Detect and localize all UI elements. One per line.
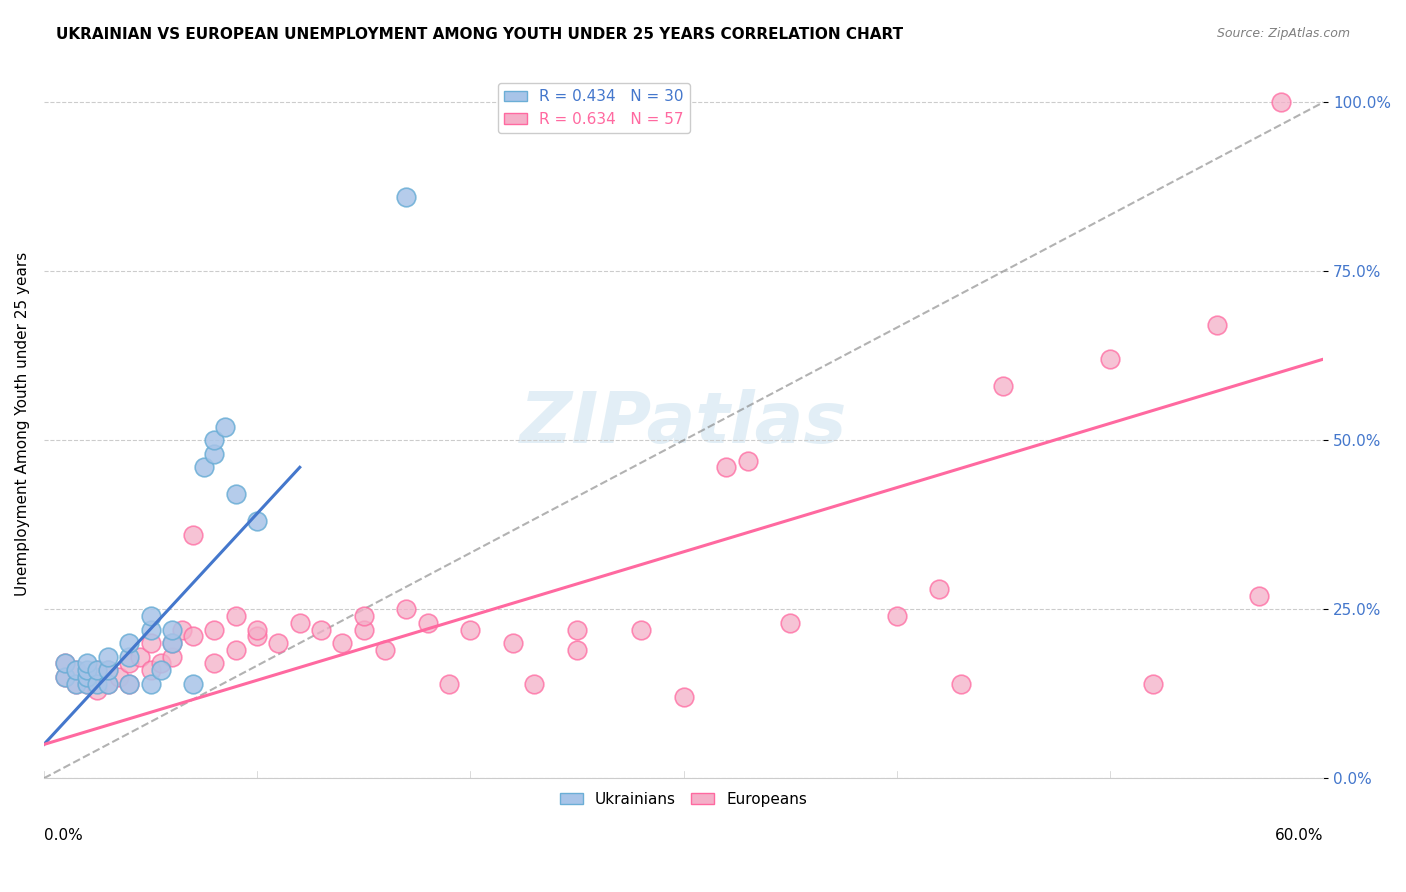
- Point: [523, 676, 546, 690]
- Point: [1099, 352, 1122, 367]
- Point: [332, 636, 354, 650]
- Point: [128, 649, 150, 664]
- Point: [160, 623, 183, 637]
- Legend: Ukrainians, Europeans: Ukrainians, Europeans: [554, 786, 814, 814]
- Point: [395, 190, 418, 204]
- Point: [76, 676, 98, 690]
- Point: [246, 515, 269, 529]
- Point: [118, 657, 141, 671]
- Point: [76, 663, 98, 677]
- Point: [65, 676, 87, 690]
- Point: [53, 657, 76, 671]
- Point: [97, 676, 120, 690]
- Point: [1142, 676, 1164, 690]
- Point: [437, 676, 460, 690]
- Point: [949, 676, 972, 690]
- Point: [214, 419, 236, 434]
- Y-axis label: Unemployment Among Youth under 25 years: Unemployment Among Youth under 25 years: [15, 252, 30, 596]
- Point: [353, 623, 375, 637]
- Point: [150, 657, 173, 671]
- Point: [172, 623, 194, 637]
- Point: [53, 657, 76, 671]
- Point: [395, 602, 418, 616]
- Point: [76, 670, 98, 684]
- Point: [150, 663, 173, 677]
- Point: [565, 623, 588, 637]
- Point: [716, 460, 738, 475]
- Point: [86, 683, 108, 698]
- Point: [97, 663, 120, 677]
- Text: UKRAINIAN VS EUROPEAN UNEMPLOYMENT AMONG YOUTH UNDER 25 YEARS CORRELATION CHART: UKRAINIAN VS EUROPEAN UNEMPLOYMENT AMONG…: [56, 27, 904, 42]
- Point: [139, 609, 162, 624]
- Point: [107, 670, 129, 684]
- Point: [181, 528, 204, 542]
- Point: [204, 447, 226, 461]
- Point: [160, 636, 183, 650]
- Point: [204, 434, 226, 448]
- Point: [65, 663, 87, 677]
- Point: [1270, 95, 1292, 110]
- Point: [460, 623, 482, 637]
- Text: ZIPatlas: ZIPatlas: [520, 389, 848, 458]
- Point: [779, 615, 801, 630]
- Point: [204, 657, 226, 671]
- Point: [139, 623, 162, 637]
- Point: [86, 663, 108, 677]
- Point: [672, 690, 695, 705]
- Point: [309, 623, 332, 637]
- Point: [160, 649, 183, 664]
- Text: 0.0%: 0.0%: [44, 828, 83, 843]
- Point: [97, 663, 120, 677]
- Point: [737, 453, 759, 467]
- Point: [246, 623, 269, 637]
- Point: [160, 636, 183, 650]
- Point: [204, 623, 226, 637]
- Point: [139, 676, 162, 690]
- Point: [1249, 589, 1271, 603]
- Point: [86, 663, 108, 677]
- Point: [886, 609, 908, 624]
- Point: [76, 670, 98, 684]
- Point: [416, 615, 439, 630]
- Point: [181, 676, 204, 690]
- Point: [225, 642, 247, 657]
- Point: [139, 636, 162, 650]
- Text: 60.0%: 60.0%: [1275, 828, 1323, 843]
- Point: [97, 649, 120, 664]
- Point: [225, 609, 247, 624]
- Point: [65, 676, 87, 690]
- Point: [118, 649, 141, 664]
- Point: [139, 663, 162, 677]
- Point: [928, 582, 950, 596]
- Point: [565, 642, 588, 657]
- Point: [118, 636, 141, 650]
- Point: [53, 670, 76, 684]
- Point: [288, 615, 311, 630]
- Point: [86, 676, 108, 690]
- Point: [353, 609, 375, 624]
- Point: [630, 623, 652, 637]
- Text: Source: ZipAtlas.com: Source: ZipAtlas.com: [1216, 27, 1350, 40]
- Point: [374, 642, 396, 657]
- Point: [53, 670, 76, 684]
- Point: [225, 487, 247, 501]
- Point: [97, 676, 120, 690]
- Point: [118, 676, 141, 690]
- Point: [181, 629, 204, 643]
- Point: [993, 379, 1015, 393]
- Point: [65, 663, 87, 677]
- Point: [1205, 318, 1227, 333]
- Point: [502, 636, 524, 650]
- Point: [118, 676, 141, 690]
- Point: [246, 629, 269, 643]
- Point: [76, 657, 98, 671]
- Point: [267, 636, 290, 650]
- Point: [76, 676, 98, 690]
- Point: [193, 460, 215, 475]
